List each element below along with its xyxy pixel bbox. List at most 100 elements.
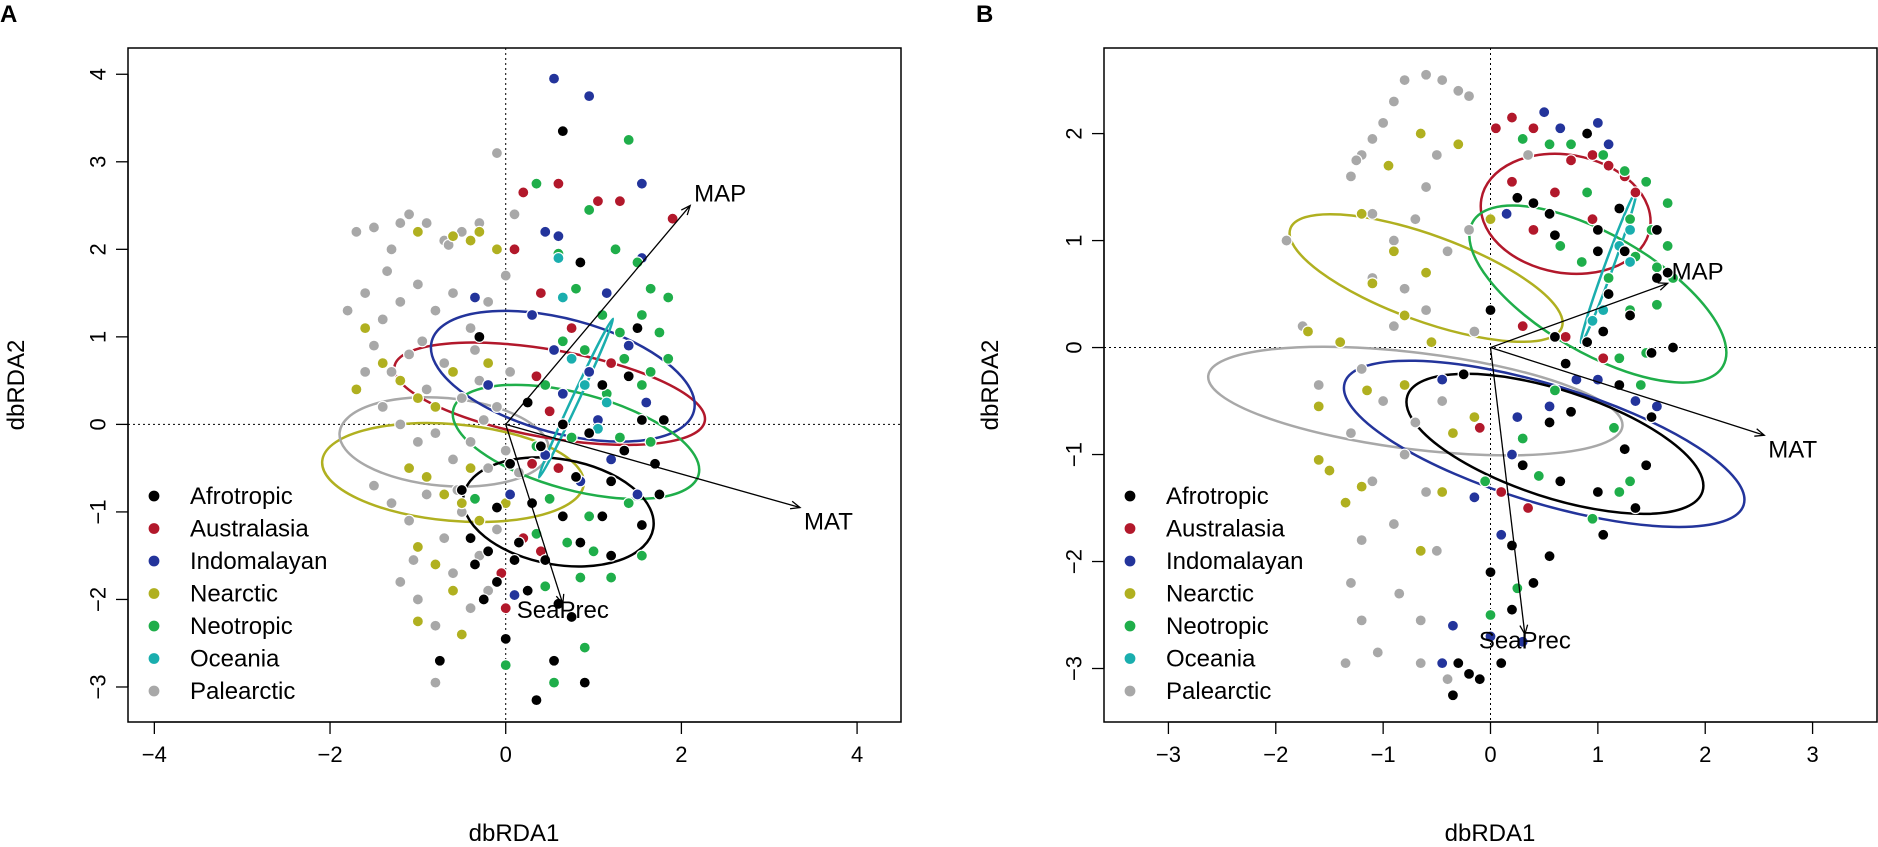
legend-swatch-palearctic bbox=[147, 684, 161, 698]
panel-a-x-tick-label: 4 bbox=[851, 742, 863, 767]
point-afrotropic bbox=[1650, 223, 1664, 236]
panel-a-points bbox=[341, 72, 679, 707]
point-afrotropic bbox=[534, 440, 547, 453]
panel-a-y-tick-label: 2 bbox=[86, 243, 111, 255]
legend-swatch-australasia bbox=[147, 521, 161, 536]
panel-a-y-tick-label: 4 bbox=[86, 68, 111, 80]
point-neotropic bbox=[1564, 138, 1578, 151]
point-afrotropic bbox=[1452, 657, 1465, 670]
point-australasia bbox=[543, 405, 556, 418]
point-palearctic bbox=[1419, 180, 1433, 194]
point-palearctic bbox=[1441, 245, 1454, 258]
point-indomalayan bbox=[525, 308, 539, 322]
point-indomalayan bbox=[583, 90, 596, 103]
point-australasia bbox=[613, 195, 627, 208]
point-neotropic bbox=[609, 243, 622, 256]
point-nearctic bbox=[1425, 336, 1438, 349]
panel-b-y-tick-label: 1 bbox=[1062, 234, 1087, 246]
point-nearctic bbox=[1360, 384, 1374, 397]
point-australasia bbox=[534, 286, 547, 300]
arrow-label-mat: MAT bbox=[1768, 436, 1817, 463]
point-australasia bbox=[1548, 186, 1562, 199]
point-afrotropic bbox=[648, 457, 662, 470]
point-indomalayan bbox=[1511, 410, 1524, 424]
legend-label-australasia: Australasia bbox=[1166, 516, 1285, 543]
point-australasia bbox=[1527, 122, 1540, 135]
point-australasia bbox=[1559, 330, 1572, 343]
point-palearctic bbox=[367, 221, 381, 234]
point-neotropic bbox=[1661, 197, 1674, 210]
panel-a-y-tick-label: 0 bbox=[86, 418, 111, 430]
point-afrotropic bbox=[512, 536, 525, 549]
point-afrotropic bbox=[473, 330, 486, 343]
point-neotropic bbox=[618, 352, 631, 365]
panel-a-y-axis: −3 −2 −1 0 1 2 3 4 bbox=[86, 68, 129, 700]
point-palearctic bbox=[464, 602, 477, 615]
point-afrotropic bbox=[1505, 603, 1519, 616]
point-palearctic bbox=[429, 619, 442, 632]
panel-b-x-tick-label: 3 bbox=[1806, 742, 1818, 767]
point-palearctic bbox=[376, 313, 389, 326]
point-palearctic bbox=[490, 146, 504, 160]
point-palearctic bbox=[385, 497, 398, 510]
point-nearctic bbox=[376, 357, 389, 370]
point-afrotropic bbox=[1484, 304, 1497, 317]
point-palearctic bbox=[1419, 485, 1433, 499]
point-nearctic bbox=[482, 357, 495, 370]
ellipse-nearctic bbox=[1288, 212, 1564, 344]
point-palearctic bbox=[394, 295, 407, 308]
point-australasia bbox=[1505, 111, 1519, 124]
point-australasia bbox=[565, 322, 578, 335]
legend-label-oceania: Oceania bbox=[1166, 646, 1256, 673]
point-indomalayan bbox=[631, 488, 644, 501]
legend-label-palearctic: Palearctic bbox=[190, 678, 295, 705]
legend-swatch-palearctic bbox=[1123, 684, 1137, 698]
point-neotropic bbox=[622, 497, 635, 510]
point-afrotropic bbox=[653, 488, 666, 501]
panel-b-x-tick-label: 1 bbox=[1592, 742, 1604, 767]
point-palearctic bbox=[411, 593, 424, 606]
point-indomalayan bbox=[556, 387, 569, 400]
point-nearctic bbox=[411, 540, 424, 554]
point-neotropic bbox=[662, 352, 675, 365]
point-palearctic bbox=[1414, 657, 1427, 670]
panel-a-y-tick-label: −2 bbox=[86, 587, 111, 612]
legend-swatch-nearctic bbox=[1123, 586, 1137, 601]
point-afrotropic bbox=[1591, 485, 1604, 499]
point-neotropic bbox=[631, 256, 644, 269]
point-palearctic bbox=[1452, 84, 1465, 97]
point-oceania bbox=[565, 352, 578, 365]
point-indomalayan bbox=[508, 588, 521, 602]
point-australasia bbox=[1521, 501, 1535, 515]
point-afrotropic bbox=[1554, 475, 1567, 488]
point-afrotropic bbox=[490, 501, 504, 514]
point-afrotropic bbox=[1640, 459, 1653, 472]
point-indomalayan bbox=[1436, 373, 1449, 386]
point-palearctic bbox=[1409, 416, 1422, 429]
point-nearctic bbox=[350, 383, 363, 396]
point-afrotropic bbox=[433, 654, 446, 667]
point-australasia bbox=[1602, 159, 1615, 172]
point-indomalayan bbox=[1570, 373, 1583, 386]
point-neotropic bbox=[1543, 138, 1556, 151]
point-neotropic bbox=[530, 177, 543, 190]
point-palearctic bbox=[385, 365, 398, 378]
panel-b-x-axis: −3 −2 −1 0 1 2 3 bbox=[1156, 721, 1819, 767]
point-palearctic bbox=[1430, 544, 1443, 557]
point-neotropic bbox=[1516, 432, 1529, 445]
point-palearctic bbox=[1521, 148, 1535, 162]
point-afrotropic bbox=[504, 457, 517, 470]
point-afrotropic bbox=[596, 378, 609, 392]
point-palearctic bbox=[438, 532, 451, 545]
point-afrotropic bbox=[1581, 127, 1594, 140]
legend-label-indomalayan: Indomalayan bbox=[190, 548, 327, 575]
point-palearctic bbox=[508, 208, 521, 221]
point-palearctic bbox=[394, 216, 407, 230]
point-nearctic bbox=[429, 558, 442, 571]
panel-a-x-tick-label: 0 bbox=[500, 742, 512, 767]
point-palearctic bbox=[1350, 154, 1363, 167]
point-palearctic bbox=[350, 225, 363, 238]
point-neotropic bbox=[1479, 475, 1492, 488]
point-neotropic bbox=[1586, 512, 1599, 525]
point-nearctic bbox=[1414, 544, 1427, 557]
